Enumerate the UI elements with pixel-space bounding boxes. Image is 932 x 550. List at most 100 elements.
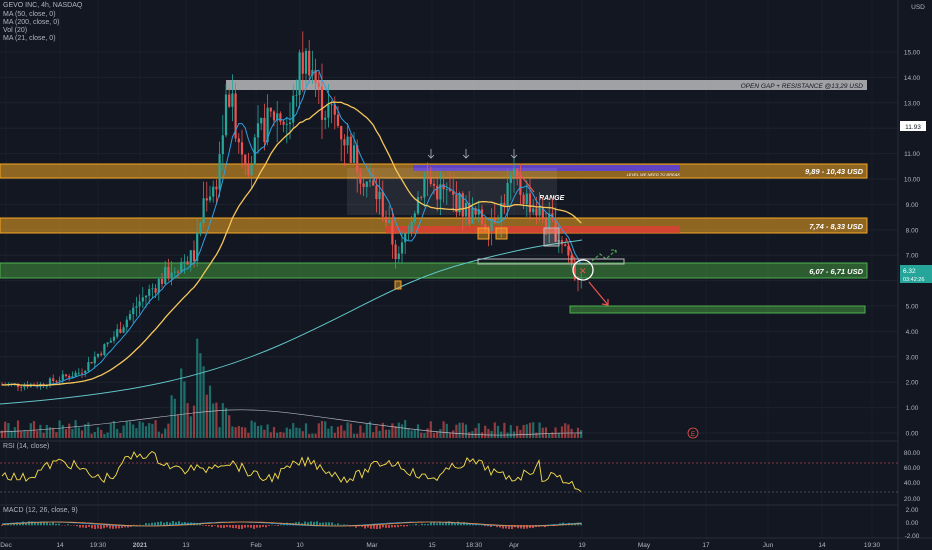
ma21-legend[interactable]: MA (21, close, 0) [3, 35, 56, 42]
macd-bar [415, 523, 417, 526]
candle [48, 378, 52, 386]
macd-bar [517, 525, 519, 529]
marker-box-1[interactable] [477, 227, 490, 240]
volume-bars [0, 338, 583, 438]
volume-bar [359, 425, 362, 438]
volume-bar [90, 433, 93, 438]
macd-legend[interactable]: MACD (12, 26, close, 9) [3, 507, 78, 514]
volume-bar [45, 424, 48, 438]
macd-bar [145, 523, 147, 526]
macd-bar [478, 524, 480, 526]
candle [506, 183, 509, 207]
highlight-circle[interactable] [572, 259, 594, 281]
macd-bar [37, 521, 39, 526]
macd-bar [427, 524, 429, 526]
last-price-value: 6.32 [903, 268, 916, 275]
macd-bar [55, 523, 57, 526]
red-trend-arrow-2 [565, 237, 576, 263]
break-level-line[interactable] [413, 165, 680, 171]
volume-bar [349, 423, 352, 438]
candle [500, 202, 503, 222]
macd-bar [244, 525, 246, 528]
volume-bar [544, 427, 548, 438]
macd-bar [184, 522, 186, 526]
candle [372, 180, 375, 186]
candle [144, 295, 148, 298]
volume-bar [448, 432, 452, 438]
target-zone[interactable] [569, 305, 866, 314]
lower-zone[interactable] [0, 262, 868, 279]
candle [554, 219, 557, 242]
earnings-event-icon[interactable] [687, 427, 699, 439]
symbol-title[interactable]: GEVO INC, 4h, NASDAQ [3, 2, 83, 9]
resistance-zone[interactable] [226, 80, 867, 90]
macd-bar [310, 521, 312, 526]
macd-bar [403, 525, 405, 527]
volume-bar [64, 428, 68, 438]
volume-bar [10, 430, 13, 438]
candle [58, 380, 61, 382]
volume-bar [160, 433, 164, 438]
volume-bar [365, 424, 368, 438]
candle [538, 207, 541, 216]
arrow-down-icon [462, 149, 470, 159]
currency-label: USD [911, 4, 925, 11]
volume-bar [496, 425, 500, 438]
volume-bar [439, 429, 442, 438]
lower-zone-label: 6,07 - 6,71 USD [809, 267, 863, 276]
volume-bar [176, 414, 180, 438]
volume-bar [0, 430, 4, 438]
volume-bar [461, 422, 464, 438]
candle [512, 168, 516, 176]
macd-bar [121, 525, 123, 528]
candle [52, 378, 55, 381]
candle [400, 242, 404, 254]
down-arrows [427, 149, 518, 159]
time-axis-tick: 10 [296, 542, 304, 549]
volume-bar [445, 423, 448, 438]
candle [311, 70, 314, 76]
time-axis[interactable]: Dec 14 19:30 2021 13 Feb 10 Mar 15 18:30 Apr 19 May 1… [0, 542, 880, 549]
macd-bar [112, 525, 114, 529]
candle [266, 107, 269, 143]
candle [461, 193, 464, 217]
time-axis-tick: 19:30 [864, 542, 881, 549]
candle [196, 232, 199, 262]
macd-bar [346, 524, 348, 526]
volume-bar [455, 424, 458, 438]
macd-bar [382, 525, 384, 528]
volume-bar [525, 424, 528, 438]
ma200-legend[interactable]: MA (200, close, 0) [3, 19, 60, 26]
volume-bar [573, 433, 576, 438]
red-support-line[interactable] [386, 226, 680, 233]
candle [327, 104, 330, 118]
candle [256, 123, 260, 138]
breakdown-box[interactable] [543, 227, 560, 247]
volume-bar [167, 423, 170, 438]
marker-box-2[interactable] [495, 227, 508, 240]
marker-box-3[interactable] [394, 280, 402, 290]
bounce-rect[interactable] [477, 258, 625, 265]
arrow-down-icon [510, 149, 518, 159]
macd-line [1, 521, 582, 527]
volume-bar [407, 428, 410, 438]
macd-bar [487, 525, 489, 527]
vol-legend[interactable]: Vol (20) [3, 27, 28, 34]
volume-bar [100, 429, 103, 438]
volume-bar [580, 430, 583, 438]
candle [106, 342, 109, 345]
macd-bar [211, 525, 213, 527]
candle [186, 261, 189, 265]
ma50-legend[interactable]: MA (50, close, 0) [3, 11, 56, 18]
price-axis[interactable]: 15.0014.0013.0012.0011.0010.009.008.007.… [904, 50, 921, 438]
volume-bar [356, 433, 359, 438]
macd-bar [373, 525, 375, 529]
candle [493, 218, 496, 223]
volume-bar [224, 407, 228, 438]
candle [468, 202, 471, 224]
range-box[interactable] [347, 168, 557, 215]
macd-bar [103, 525, 105, 529]
rsi-legend[interactable]: RSI (14, close) [3, 443, 50, 450]
volume-bar [541, 427, 544, 438]
